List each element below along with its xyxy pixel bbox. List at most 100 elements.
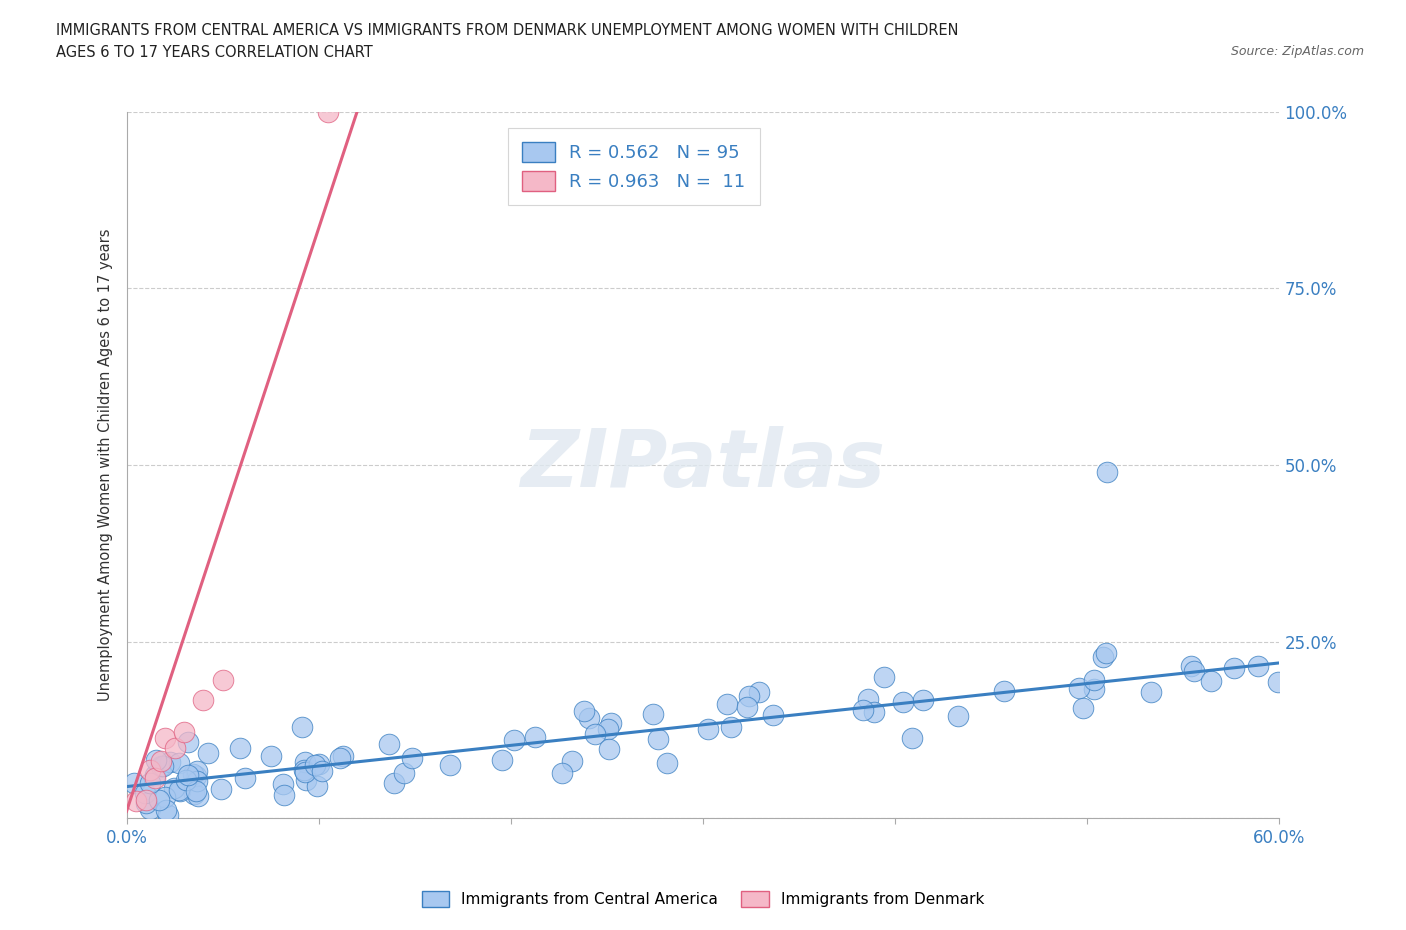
Point	[294, 754, 316, 769]
Point	[1267, 674, 1289, 689]
Point	[1071, 701, 1094, 716]
Point	[1199, 673, 1222, 688]
Point	[163, 781, 186, 796]
Point	[174, 773, 197, 788]
Point	[167, 782, 190, 797]
Point	[316, 104, 339, 119]
Point	[1184, 663, 1206, 678]
Point	[134, 786, 156, 801]
Point	[392, 765, 415, 780]
Point	[735, 700, 758, 715]
Point	[193, 693, 215, 708]
Point	[762, 708, 785, 723]
Point	[186, 774, 208, 789]
Point	[145, 771, 166, 786]
Point	[993, 684, 1015, 698]
Text: ZIPatlas: ZIPatlas	[520, 426, 886, 504]
Point	[152, 759, 174, 774]
Point	[211, 672, 233, 687]
Point	[523, 730, 546, 745]
Point	[273, 788, 295, 803]
Point	[1140, 684, 1163, 699]
Point	[177, 767, 200, 782]
Point	[145, 752, 167, 767]
Point	[122, 776, 145, 790]
Point	[1095, 465, 1118, 480]
Point	[197, 745, 219, 760]
Point	[135, 792, 157, 807]
Point	[209, 782, 232, 797]
Point	[291, 720, 314, 735]
Point	[148, 792, 170, 807]
Point	[155, 803, 177, 817]
Point	[149, 759, 172, 774]
Point	[135, 796, 157, 811]
Point	[233, 770, 256, 785]
Point	[551, 765, 574, 780]
Point	[155, 790, 177, 804]
Point	[561, 753, 583, 768]
Point	[696, 722, 718, 737]
Point	[1067, 681, 1090, 696]
Point	[332, 749, 354, 764]
Point	[308, 757, 330, 772]
Point	[598, 742, 620, 757]
Point	[183, 787, 205, 802]
Point	[1083, 682, 1105, 697]
Point	[382, 776, 405, 790]
Text: Source: ZipAtlas.com: Source: ZipAtlas.com	[1230, 45, 1364, 58]
Point	[139, 802, 162, 817]
Point	[1223, 661, 1246, 676]
Point	[173, 724, 195, 739]
Point	[294, 763, 316, 777]
Point	[145, 768, 167, 783]
Point	[852, 703, 875, 718]
Point	[863, 705, 886, 720]
Point	[186, 783, 208, 798]
Point	[401, 751, 423, 766]
Point	[271, 777, 294, 791]
Point	[125, 793, 148, 808]
Point	[169, 783, 191, 798]
Point	[893, 695, 915, 710]
Point	[159, 754, 181, 769]
Point	[150, 753, 173, 768]
Y-axis label: Unemployment Among Women with Children Ages 6 to 17 years: Unemployment Among Women with Children A…	[98, 229, 114, 701]
Point	[311, 764, 333, 778]
Point	[873, 670, 896, 684]
Point	[912, 693, 935, 708]
Point	[181, 766, 204, 781]
Point	[1083, 672, 1105, 687]
Point	[491, 752, 513, 767]
Point	[139, 776, 162, 790]
Point	[583, 726, 606, 741]
Point	[716, 697, 738, 711]
Point	[329, 751, 352, 765]
Point	[157, 807, 180, 822]
Point	[378, 737, 401, 751]
Legend: R = 0.562   N = 95, R = 0.963   N =  11: R = 0.562 N = 95, R = 0.963 N = 11	[508, 127, 759, 206]
Point	[187, 789, 209, 804]
Point	[600, 716, 623, 731]
Point	[655, 755, 678, 770]
Legend: Immigrants from Central America, Immigrants from Denmark: Immigrants from Central America, Immigra…	[416, 884, 990, 913]
Point	[163, 741, 186, 756]
Point	[748, 684, 770, 699]
Point	[502, 732, 524, 747]
Text: AGES 6 TO 17 YEARS CORRELATION CHART: AGES 6 TO 17 YEARS CORRELATION CHART	[56, 45, 373, 60]
Point	[167, 756, 190, 771]
Point	[578, 711, 600, 726]
Point	[647, 732, 669, 747]
Point	[177, 735, 200, 750]
Point	[1247, 659, 1270, 674]
Point	[307, 778, 329, 793]
Point	[1092, 649, 1115, 664]
Point	[900, 730, 922, 745]
Point	[572, 704, 595, 719]
Point	[946, 709, 969, 724]
Point	[856, 692, 879, 707]
Point	[294, 764, 316, 779]
Point	[260, 749, 283, 764]
Point	[186, 764, 208, 778]
Text: IMMIGRANTS FROM CENTRAL AMERICA VS IMMIGRANTS FROM DENMARK UNEMPLOYMENT AMONG WO: IMMIGRANTS FROM CENTRAL AMERICA VS IMMIG…	[56, 23, 959, 38]
